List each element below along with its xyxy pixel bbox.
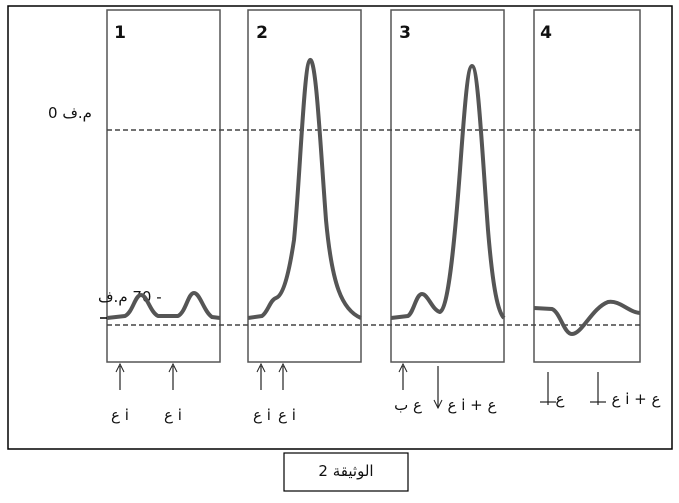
panel-number: 4	[540, 23, 552, 43]
panel-number: 3	[399, 23, 411, 43]
trace	[533, 299, 641, 336]
panel-number: 1	[114, 23, 126, 43]
stimulus-label: ع i	[253, 406, 271, 424]
arrow-head	[168, 362, 178, 373]
arrow-head	[256, 362, 266, 373]
panels	[106, 9, 641, 363]
caption-box	[283, 452, 409, 492]
stimulus-label: ع	[556, 390, 565, 408]
rest-label: - 70 م.ف	[98, 288, 162, 306]
caption: الوثيقة 2	[318, 462, 373, 480]
stimulus-label: ع i + ع	[612, 390, 661, 408]
stimulus-label: ع i	[111, 406, 129, 424]
stimulus-label: ع i	[164, 406, 182, 424]
panel-frame	[247, 9, 362, 363]
stimulus-label: ع i	[278, 406, 296, 424]
trace	[106, 291, 221, 320]
stimulus-label: ع ب	[394, 396, 422, 414]
arrow-head	[278, 362, 288, 373]
panel-frame	[106, 9, 221, 363]
panel-frame	[533, 9, 641, 363]
panel-frame	[390, 9, 505, 363]
trace	[247, 57, 362, 320]
panel-number: 2	[256, 23, 268, 43]
arrow-head	[433, 399, 443, 410]
trace	[390, 64, 506, 320]
stimulus-arrows	[115, 362, 606, 410]
outer-frame	[7, 5, 673, 450]
arrow-head	[398, 362, 408, 373]
stimulus-label: ع i + ع	[448, 396, 497, 414]
arrow-head	[115, 362, 125, 373]
zero-label: 0 م.ف	[48, 104, 92, 122]
